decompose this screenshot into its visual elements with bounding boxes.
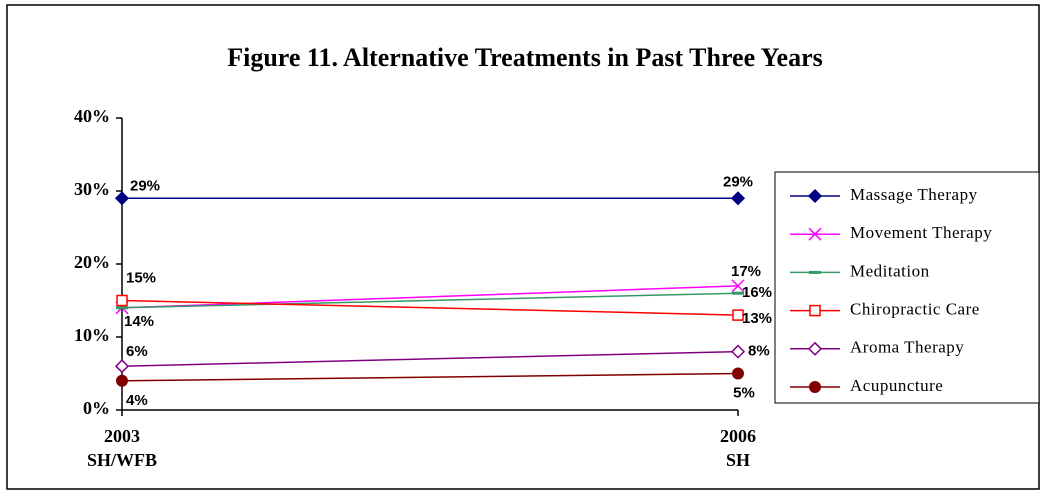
marker: [809, 304, 821, 317]
series-line: [121, 292, 739, 309]
marker: [732, 367, 744, 380]
y-tick-label: 20%: [74, 252, 110, 272]
marker: [809, 270, 821, 274]
marker: [730, 344, 746, 359]
data-label: 13%: [742, 310, 772, 327]
x-tick-label: 2006 SH: [720, 426, 756, 470]
data-label: 29%: [130, 177, 160, 194]
data-label: 6%: [126, 343, 148, 360]
data-label: 4%: [126, 392, 148, 409]
data-label: 14%: [124, 313, 154, 330]
series-line: [121, 372, 739, 382]
x-tick-label: 2003 SH/WFB: [87, 426, 157, 470]
data-label: 5%: [733, 384, 755, 401]
marker: [809, 381, 821, 393]
marker: [116, 374, 128, 387]
legend-label: Chiropractic Care: [850, 300, 980, 319]
marker: [116, 306, 128, 310]
data-label: 17%: [731, 263, 761, 280]
legend-label: Aroma Therapy: [850, 338, 964, 357]
marker: [807, 188, 823, 204]
data-label: 29%: [723, 173, 753, 190]
series-line: [121, 299, 739, 316]
data-label: 16%: [742, 284, 772, 301]
legend-label: Movement Therapy: [850, 223, 992, 242]
y-tick-label: 10%: [74, 325, 110, 345]
marker: [114, 191, 130, 206]
legend-label: Acupuncture: [850, 376, 943, 395]
marker: [732, 291, 744, 295]
legend-box: [774, 171, 1040, 404]
marker: [807, 341, 823, 356]
marker: [116, 294, 128, 307]
data-label: 15%: [126, 269, 156, 286]
y-tick-label: 40%: [74, 106, 110, 126]
y-tick-label: 0%: [83, 398, 110, 418]
marker: [732, 309, 744, 321]
chart-title: Figure 11. Alternative Treatments in Pas…: [227, 43, 823, 72]
legend-label: Meditation: [850, 261, 930, 280]
marker: [808, 227, 822, 241]
legend-label: Massage Therapy: [850, 185, 978, 204]
data-label: 8%: [748, 343, 770, 360]
series-line: [121, 350, 739, 367]
y-tick-label: 30%: [74, 179, 110, 199]
series-line: [121, 285, 739, 309]
marker: [114, 359, 130, 374]
marker: [730, 191, 746, 206]
marker: [731, 279, 745, 293]
